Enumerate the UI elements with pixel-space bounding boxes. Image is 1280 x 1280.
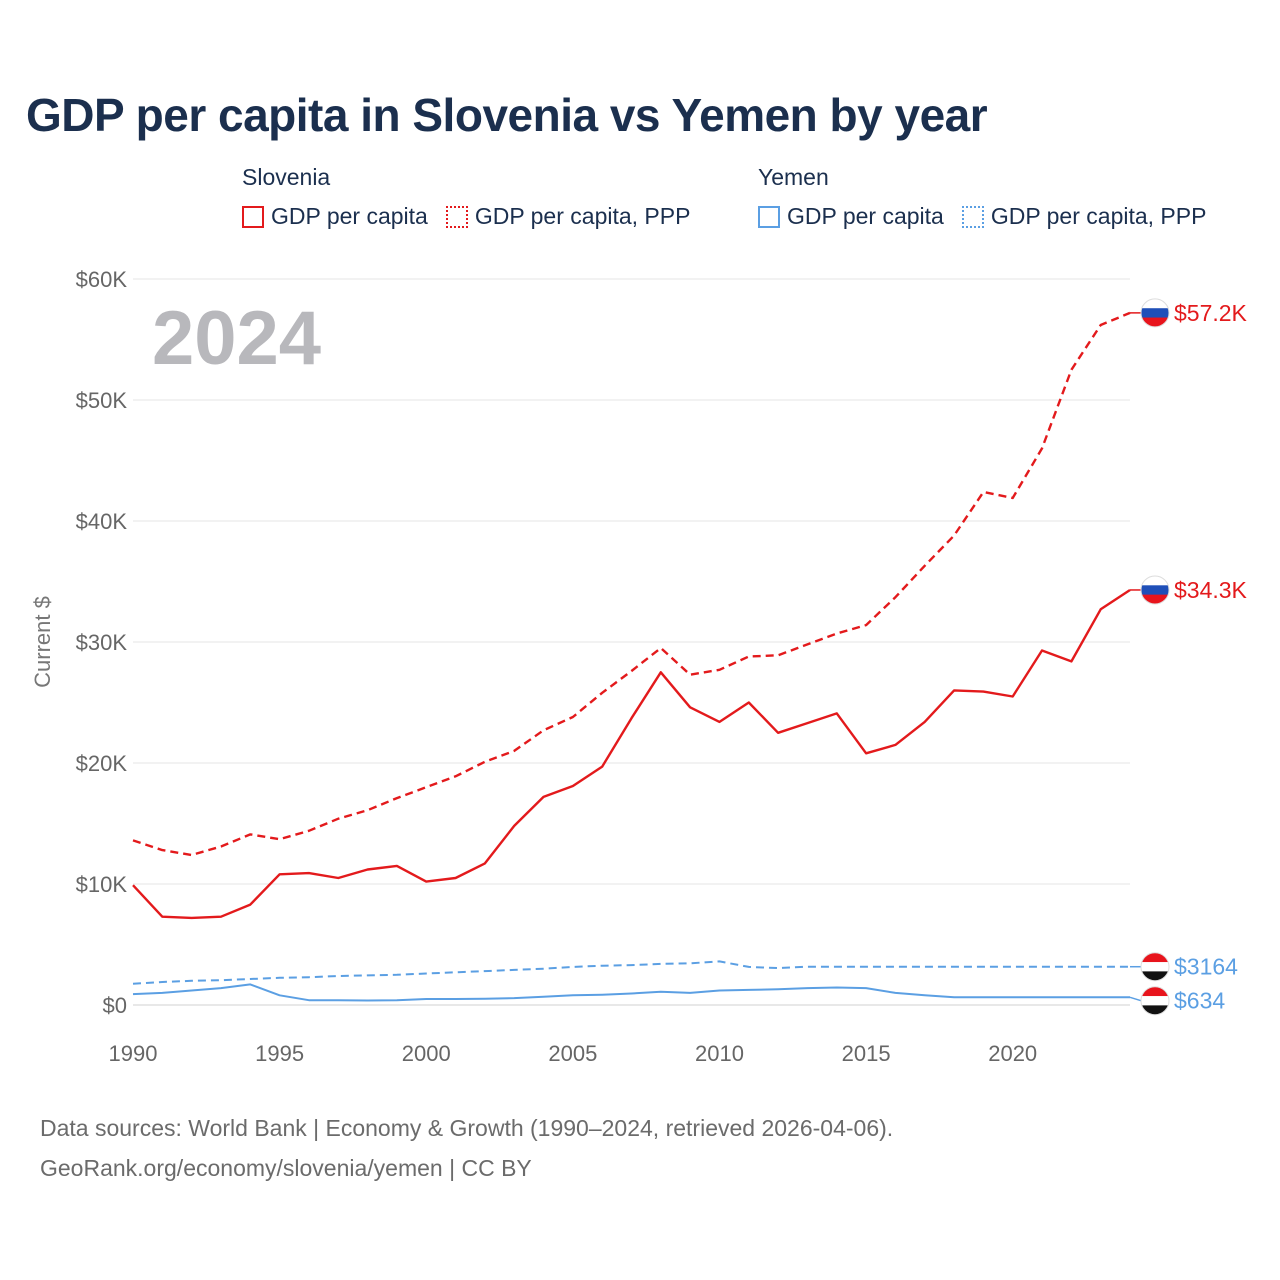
x-tick-label: 2005 (548, 1041, 597, 1066)
legend-yemen-ppp-label: GDP per capita, PPP (990, 203, 1207, 229)
y-tick-label: $10K (76, 872, 128, 897)
legend-yemen-gdp[interactable]: GDP per capita (758, 203, 944, 230)
footer: Data sources: World Bank | Economy & Gro… (40, 1108, 893, 1188)
series-line-slovenia-dashed (132, 311, 1131, 857)
series-line-yemen-dashed (132, 960, 1130, 985)
yemen-flag-icon (1140, 952, 1170, 982)
legend-slovenia-gdp[interactable]: GDP per capita (242, 203, 428, 230)
legend-yemen-title: Yemen (758, 164, 829, 190)
legend-slovenia-ppp-label: GDP per capita, PPP (474, 203, 691, 229)
legend-swatch-slovenia-dashed (445, 205, 468, 228)
end-value-label: $634 (1174, 988, 1225, 1014)
x-tick-label: 1990 (109, 1041, 158, 1066)
end-value-label: $57.2K (1174, 300, 1248, 326)
end-value-label: $3164 (1174, 954, 1238, 980)
x-tick-label: 2015 (842, 1041, 891, 1066)
footer-source: Data sources: World Bank | Economy & Gro… (40, 1115, 894, 1141)
series-line-slovenia-solid (132, 588, 1131, 920)
legend-swatch-slovenia-solid (242, 205, 264, 228)
y-tick-label: $0 (103, 993, 127, 1018)
legend-slovenia-ppp[interactable]: GDP per capita, PPP (445, 203, 691, 230)
y-axis-label: Current $ (30, 596, 55, 688)
current-year-label: 2024 (152, 296, 321, 381)
x-tick-label: 2020 (988, 1041, 1037, 1066)
x-tick-label: 2010 (695, 1041, 744, 1066)
end-value-label: $34.3K (1174, 577, 1248, 603)
slovenia-flag-icon (1140, 575, 1170, 605)
legend-yemen: Yemen GDP per capita GDP per capita, PPP (758, 164, 1206, 230)
y-tick-label: $60K (76, 267, 128, 292)
series-line-yemen-solid (132, 983, 1130, 1002)
yemen-flag-icon (1140, 986, 1170, 1016)
y-tick-label: $50K (76, 388, 128, 413)
slovenia-flag-icon (1140, 298, 1170, 328)
legend-slovenia-title: Slovenia (242, 164, 331, 190)
chart-title: GDP per capita in Slovenia vs Yemen by y… (26, 89, 988, 141)
x-tick-label: 1995 (255, 1041, 304, 1066)
x-tick-label: 2000 (402, 1041, 451, 1066)
legend-swatch-yemen-dashed (961, 205, 984, 228)
end-connector (1129, 996, 1142, 1002)
legend-slovenia: Slovenia GDP per capita GDP per capita, … (242, 164, 690, 230)
y-tick-label: $30K (76, 630, 128, 655)
legend-yemen-gdp-label: GDP per capita (787, 203, 944, 229)
legend-yemen-ppp[interactable]: GDP per capita, PPP (961, 203, 1207, 230)
y-tick-label: $40K (76, 509, 128, 534)
legend-swatch-yemen-solid (758, 205, 780, 228)
y-tick-label: $20K (76, 751, 128, 776)
footer-credit[interactable]: GeoRank.org/economy/slovenia/yemen | CC … (40, 1155, 532, 1181)
legend-slovenia-gdp-label: GDP per capita (271, 203, 428, 229)
line-chart: $0 $10K $20K $30K $40K $50K $60K 1990 1995 2000 20… (30, 267, 1248, 1066)
